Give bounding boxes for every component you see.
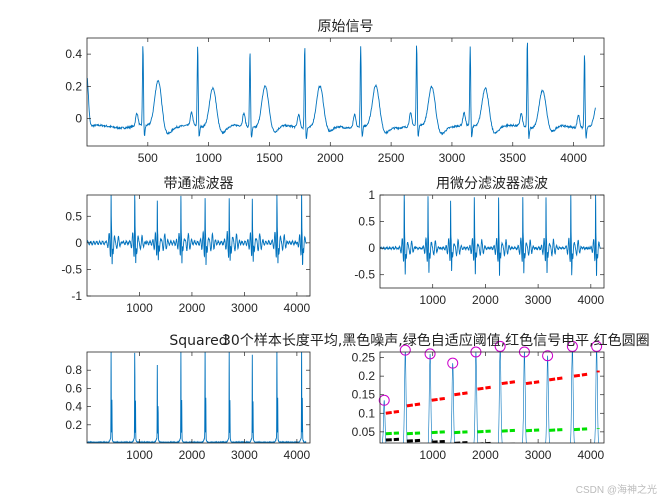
y-tick-label: 0.8 <box>65 363 82 377</box>
y-tick-label: 0.2 <box>65 418 82 432</box>
y-tick-label: 0.4 <box>65 400 82 414</box>
y-tick-label: 0.15 <box>352 388 376 402</box>
subplot-title: 30个样本长度平均,黑色噪声,绿色自适应阈值,红色信号电平,红色圆圈 <box>222 332 650 349</box>
x-tick-label: 3000 <box>439 151 466 165</box>
x-tick-label: 2500 <box>378 151 405 165</box>
signal-line <box>87 42 596 139</box>
subplot-3: 1000 2000 3000 4000 -0.5 0 0.5 1 用微分滤波器滤波 <box>354 176 604 307</box>
level-segment <box>477 429 491 434</box>
peak-circle <box>591 340 603 352</box>
x-tick-label: 3000 <box>525 293 552 307</box>
peak-circle <box>399 344 411 356</box>
subplot-5: 1000 2000 3000 4000 0.05 0.1 0.15 0.2 0.25 30个样本长… <box>222 332 650 462</box>
axes-box <box>86 351 311 444</box>
x-tick-label: 4000 <box>284 301 311 315</box>
level-segment <box>501 380 516 386</box>
y-tick-label: 0.5 <box>65 209 82 223</box>
watermark: CSDN @海神之光 <box>575 485 657 496</box>
x-tick-label: 1500 <box>256 151 283 165</box>
subplot-2: 1000 2000 3000 4000 -1 -0.5 0 0.5 带通滤波器 <box>61 176 310 315</box>
level-segment <box>573 372 588 378</box>
y-tick-label: 0.5 <box>358 215 375 229</box>
x-tick-label: 3000 <box>231 301 258 315</box>
y-tick-label: 0.1 <box>358 406 375 420</box>
signal-line <box>87 352 307 443</box>
level-segment <box>406 402 421 408</box>
y-tick-label: 0.6 <box>65 381 82 395</box>
level-segment <box>385 437 400 442</box>
y-tick-label: -0.5 <box>61 262 82 276</box>
y-tick-label: 0 <box>75 112 82 126</box>
level-segment <box>508 442 515 443</box>
x-tick-label: 2000 <box>472 448 499 462</box>
level-segment <box>549 445 562 446</box>
level-segment <box>431 430 445 435</box>
level-segment <box>573 427 588 432</box>
x-tick-label: 1000 <box>419 293 446 307</box>
subplot-title: Squared <box>169 333 227 349</box>
axes-box <box>86 194 311 297</box>
level-segment <box>431 440 445 443</box>
axes-box <box>86 37 605 147</box>
level-segment <box>526 445 539 446</box>
x-tick-label: 3500 <box>499 151 526 165</box>
level-segment <box>548 376 563 382</box>
subplot-title: 原始信号 <box>318 19 374 35</box>
x-tick-label: 2000 <box>472 293 499 307</box>
x-tick-label: 1000 <box>126 301 153 315</box>
peak-circle <box>494 340 506 352</box>
x-tick-label: 1000 <box>126 448 153 462</box>
y-tick-label: 0.4 <box>65 47 82 61</box>
peak-circle <box>378 394 390 406</box>
x-tick-label: 3000 <box>231 448 258 462</box>
level-segment <box>501 428 516 433</box>
level-segment <box>574 445 587 446</box>
y-tick-label: 0.2 <box>358 369 375 383</box>
y-tick-label: 0 <box>75 236 82 250</box>
subplot-title: 用微分滤波器滤波 <box>436 176 548 192</box>
y-tick-label: 1 <box>368 188 375 202</box>
x-tick-label: 3000 <box>525 448 552 462</box>
x-tick-label: 1000 <box>195 151 222 165</box>
subplot-1: 500 1000 1500 2000 2500 3000 3500 4000 0 0.2 0.4 原始… <box>65 19 605 165</box>
x-tick-label: 2000 <box>317 151 344 165</box>
x-tick-label: 500 <box>138 151 158 165</box>
subplot-title: 带通滤波器 <box>164 176 234 192</box>
level-segment <box>525 428 540 433</box>
peak-circle <box>542 350 554 362</box>
peak-circle <box>566 340 578 352</box>
level-segment <box>549 428 563 432</box>
x-tick-label: 4000 <box>560 151 587 165</box>
peak-circle <box>424 348 436 360</box>
y-tick-label: 0 <box>368 241 375 255</box>
x-tick-label: 4000 <box>284 448 311 462</box>
y-tick-label: 0.2 <box>65 79 82 93</box>
level-segment <box>385 431 400 436</box>
y-tick-label: 0.05 <box>352 425 376 439</box>
x-tick-label: 4000 <box>577 293 604 307</box>
level-segment <box>454 391 468 397</box>
level-segment <box>431 396 446 402</box>
subplot-4: 1000 2000 3000 4000 0.2 0.4 0.6 0.8 Squared <box>65 333 310 462</box>
x-tick-label: 2000 <box>179 448 206 462</box>
y-tick-label: -0.5 <box>354 268 375 282</box>
y-tick-label: 0.25 <box>352 351 376 365</box>
level-segment <box>406 438 421 443</box>
y-tick-label: -1 <box>71 289 82 303</box>
x-tick-label: 2000 <box>179 301 206 315</box>
level-segment <box>406 431 421 436</box>
x-tick-label: 1000 <box>419 448 446 462</box>
signal-line <box>87 195 307 266</box>
peak-circle <box>447 357 459 369</box>
x-tick-label: 4000 <box>577 448 604 462</box>
level-segment <box>525 380 540 386</box>
axes-box <box>379 351 605 444</box>
level-segment <box>477 441 491 443</box>
signal-line <box>380 195 601 276</box>
axes-box <box>379 194 605 289</box>
level-segment <box>477 385 491 391</box>
level-segment <box>385 409 400 415</box>
level-segment <box>454 430 468 435</box>
